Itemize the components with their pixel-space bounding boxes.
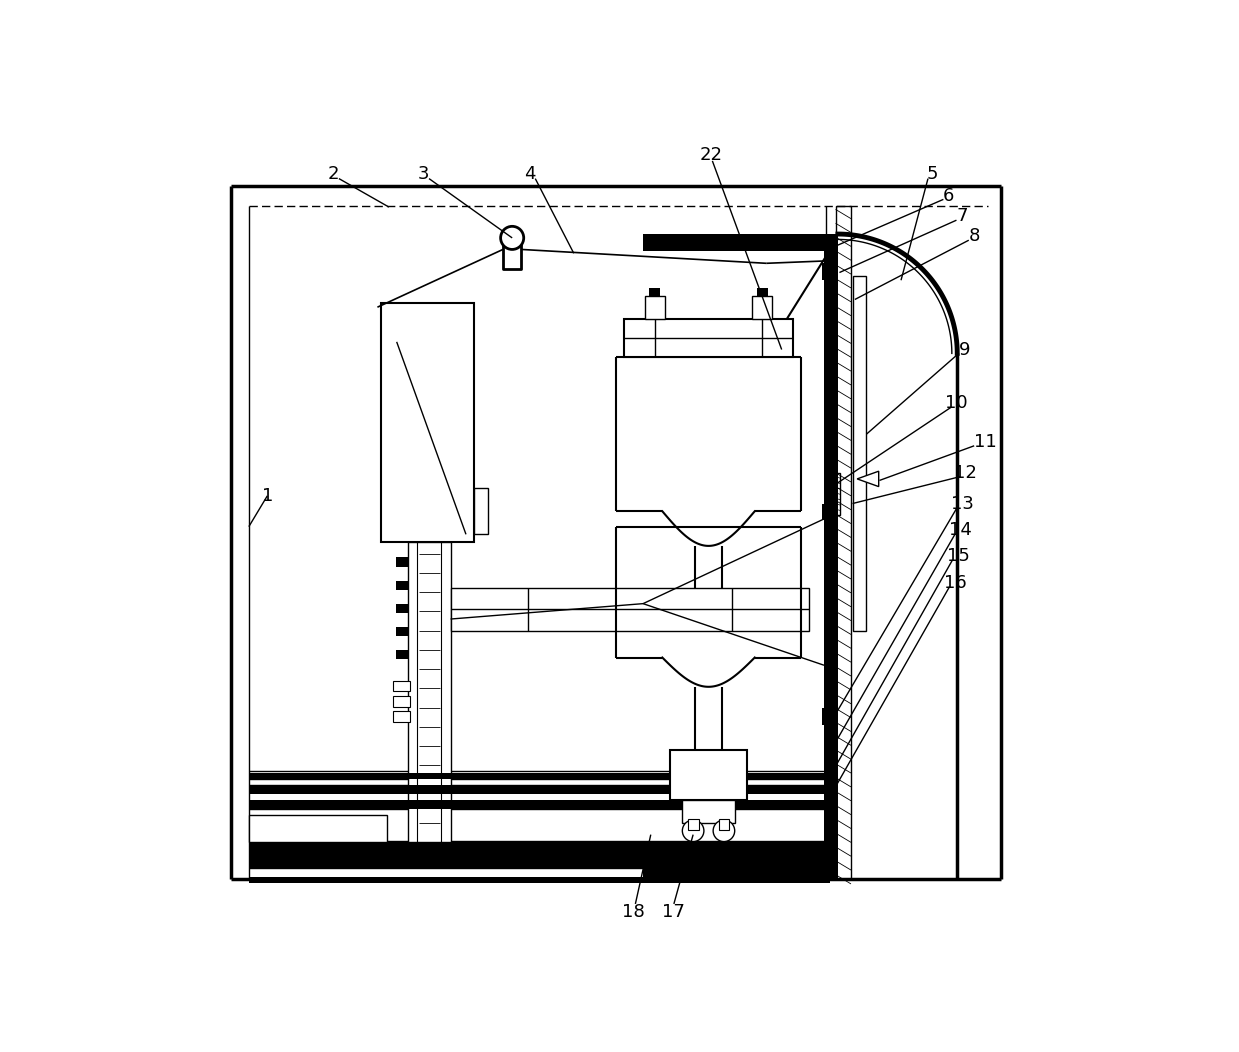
Text: 1: 1 — [261, 487, 273, 505]
Bar — [249, 800, 830, 809]
Bar — [249, 815, 388, 843]
Bar — [396, 581, 408, 590]
Text: 8: 8 — [969, 227, 980, 245]
Bar — [670, 750, 747, 800]
Bar — [757, 288, 768, 296]
Bar — [688, 820, 699, 830]
Bar — [249, 854, 830, 868]
Text: 17: 17 — [663, 903, 685, 920]
Text: 14: 14 — [949, 522, 971, 540]
Bar — [623, 319, 793, 358]
Circle shape — [714, 820, 735, 842]
Bar — [249, 785, 830, 794]
Bar — [382, 303, 473, 542]
Text: 5: 5 — [926, 165, 938, 183]
Text: 11: 11 — [974, 433, 997, 451]
Text: 10: 10 — [945, 394, 968, 412]
Bar — [821, 708, 838, 725]
Text: 16: 16 — [944, 573, 966, 592]
Bar — [719, 820, 730, 830]
Bar — [649, 288, 660, 296]
Bar — [824, 234, 838, 878]
Bar — [393, 696, 410, 707]
Text: 22: 22 — [699, 146, 722, 164]
Circle shape — [683, 820, 704, 842]
Bar — [644, 296, 664, 319]
Bar — [249, 773, 830, 780]
Text: 6: 6 — [943, 186, 954, 204]
Bar — [393, 681, 410, 691]
Bar — [643, 862, 830, 878]
Bar — [473, 488, 487, 534]
Bar — [829, 472, 840, 515]
Text: 15: 15 — [947, 547, 969, 565]
Bar — [396, 650, 408, 660]
Text: 2: 2 — [328, 165, 339, 183]
Bar — [835, 205, 851, 878]
Bar — [854, 277, 866, 630]
Bar — [681, 800, 736, 823]
Bar — [752, 296, 772, 319]
Text: 13: 13 — [952, 494, 974, 512]
Bar — [643, 234, 831, 251]
Bar — [396, 604, 408, 613]
Bar — [396, 627, 408, 636]
Bar — [393, 711, 410, 723]
Bar — [249, 877, 830, 883]
Bar — [249, 843, 830, 854]
Bar — [821, 263, 838, 280]
Polygon shape — [857, 471, 878, 487]
Bar — [396, 558, 408, 567]
Text: 12: 12 — [954, 464, 978, 482]
Circle shape — [501, 226, 524, 249]
Bar — [451, 588, 809, 630]
Text: 3: 3 — [418, 165, 430, 183]
Bar — [408, 542, 451, 843]
Text: 7: 7 — [957, 207, 968, 225]
Text: 4: 4 — [524, 165, 535, 183]
Text: 9: 9 — [959, 341, 970, 359]
Bar — [821, 504, 838, 521]
Text: 18: 18 — [622, 903, 644, 920]
